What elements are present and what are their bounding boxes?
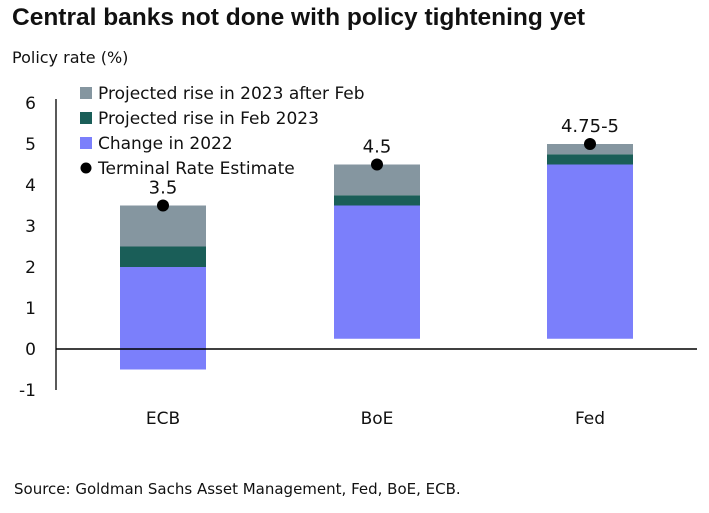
terminal-rate-label: 4.75-5	[561, 116, 619, 137]
y-tick-label: 4	[25, 176, 36, 196]
terminal-rate-label: 3.5	[149, 178, 178, 199]
terminal-rate-marker	[584, 138, 596, 150]
y-tick-label: 1	[25, 299, 36, 319]
legend-swatch	[80, 112, 92, 124]
legend-label: Terminal Rate Estimate	[97, 159, 295, 179]
bar-layer	[120, 144, 633, 370]
legend-label: Change in 2022	[98, 134, 233, 154]
x-tick-label: BoE	[361, 409, 394, 429]
bar-segment-change-2022	[120, 267, 206, 370]
legend-swatch	[80, 87, 92, 99]
marker-layer: 3.5 4.5 4.75-5	[56, 116, 697, 350]
y-tick-label: 6	[25, 94, 36, 114]
legend-label: Projected rise in 2023 after Feb	[98, 84, 365, 104]
y-tick-label: 5	[25, 135, 36, 155]
terminal-rate-marker	[371, 158, 383, 171]
bar-segment-after-feb	[120, 205, 206, 247]
bar-segment-change-2022	[547, 164, 633, 339]
bar-segment-feb-2023	[547, 154, 633, 165]
axis-layer: 6 5 4 3 2 1 0 -1 ECB BoE Fed	[19, 94, 605, 429]
bar-segment-feb-2023	[334, 195, 420, 206]
chart-title: Central banks not done with policy tight…	[12, 4, 586, 31]
legend-swatch	[80, 137, 92, 149]
x-tick-label: Fed	[575, 409, 605, 429]
y-tick-label: 2	[25, 258, 36, 278]
y-axis-label: Policy rate (%)	[12, 48, 129, 67]
bar-segment-change-2022	[334, 205, 420, 339]
y-tick-label: 3	[25, 217, 36, 237]
source-note: Source: Goldman Sachs Asset Management, …	[14, 480, 461, 498]
legend-label: Projected rise in Feb 2023	[98, 109, 319, 129]
terminal-rate-label: 4.5	[363, 137, 392, 158]
bar-segment-feb-2023	[120, 246, 206, 267]
legend-marker	[80, 162, 92, 174]
y-tick-label: -1	[19, 381, 36, 401]
y-tick-label: 0	[25, 340, 36, 360]
legend: Projected rise in 2023 after Feb Projecte…	[80, 84, 365, 179]
x-tick-label: ECB	[146, 409, 180, 429]
chart-canvas: 6 5 4 3 2 1 0 -1 ECB BoE Fed 3.5 4.5 4.75-5 Projecte…	[19, 84, 697, 429]
terminal-rate-marker	[157, 199, 169, 212]
